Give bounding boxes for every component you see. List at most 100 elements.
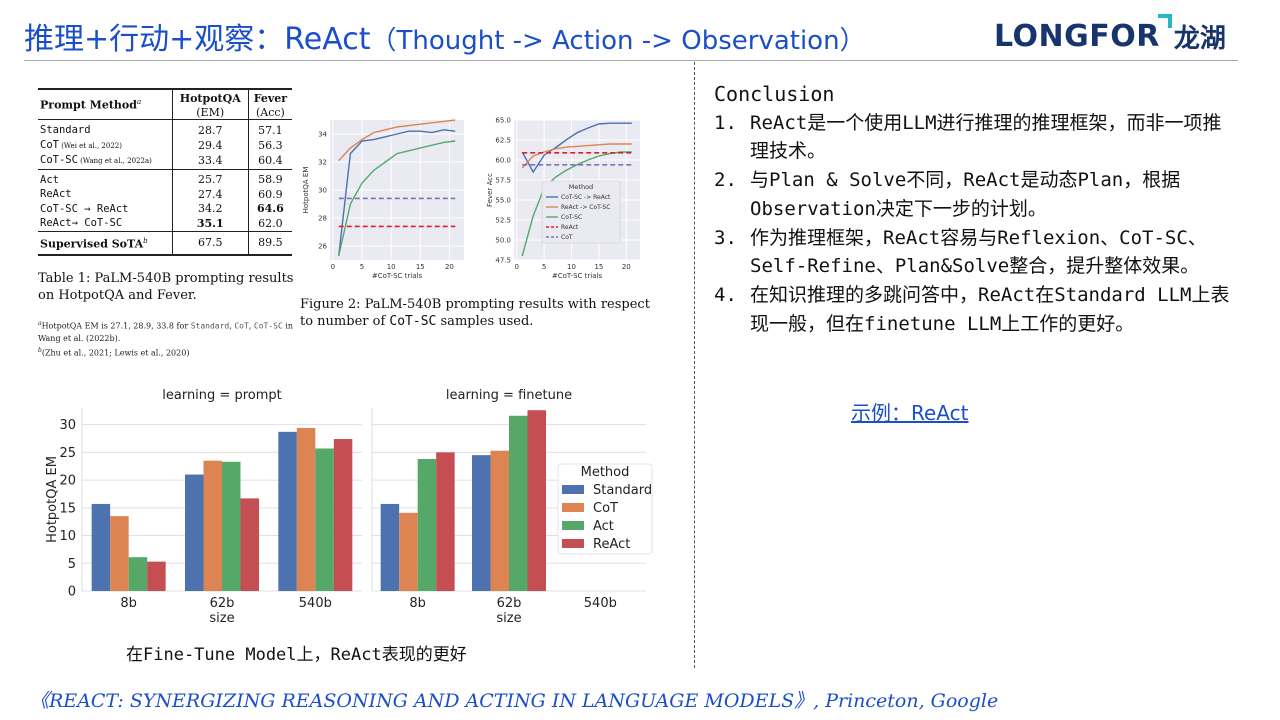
logo-cn: 龙湖 xyxy=(1173,23,1226,54)
bar xyxy=(222,461,241,591)
method-name: Act xyxy=(40,173,59,186)
conclusion-item: 2. 与Plan & Solve不同，ReAct是动态Plan，根据Observa… xyxy=(714,169,1181,220)
sota-hotpot: 67.5 xyxy=(171,231,249,255)
hotpot-value: 35.1 xyxy=(171,216,249,231)
fever-value: 58.9 xyxy=(247,169,292,187)
bar xyxy=(417,459,437,591)
x-tick-label: 0 xyxy=(515,263,519,271)
x-tick-label: 0 xyxy=(331,263,335,271)
sota-fever: 89.5 xyxy=(247,231,292,255)
legend-title: Method xyxy=(581,465,630,480)
legend-box xyxy=(541,180,621,244)
y-tick-label: 57.5 xyxy=(495,177,511,185)
legend-swatch xyxy=(562,521,584,530)
legend-label: Act xyxy=(593,519,614,534)
method-name: Standard xyxy=(40,124,91,136)
x-tick-label: 62b xyxy=(210,596,235,611)
y-tick-label: 30 xyxy=(318,187,327,195)
y-tick-label: 20 xyxy=(59,474,76,489)
header-hotpot-unit: (EM) xyxy=(171,105,249,120)
series-line xyxy=(338,119,456,162)
conclusion-list: 1. ReAct是一个使用LLM进行推理的推理框架，而非一项推理技术。 2. 与Pl… xyxy=(714,109,1234,339)
header-divider xyxy=(24,60,1238,61)
x-axis-label: #CoT-SC trials xyxy=(372,272,423,280)
hotpot-value: 33.4 xyxy=(171,153,249,169)
legend-label: ReAct -> CoT-SC xyxy=(561,204,610,211)
y-tick-label: 10 xyxy=(59,529,76,544)
x-tick-label: 10 xyxy=(387,263,396,271)
bar xyxy=(91,503,111,591)
legend-label: CoT xyxy=(593,501,618,516)
x-tick-label: 8b xyxy=(120,596,137,611)
legend-swatch xyxy=(562,539,584,548)
legend-swatch xyxy=(562,503,584,512)
bar xyxy=(296,427,316,591)
longfor-logo: LONGFOR 龙湖 xyxy=(994,14,1226,56)
table-row: CoT-SC → ReAct 34.2 64.6 xyxy=(38,201,292,216)
y-axis-label: HotpotQA EM xyxy=(45,456,60,543)
y-tick-label: 30 xyxy=(59,418,76,433)
x-tick-label: 5 xyxy=(542,263,546,271)
method-name: ReAct xyxy=(40,188,72,200)
hotpot-value: 34.2 xyxy=(171,201,249,216)
bar xyxy=(399,512,418,591)
hotpot-value: 28.7 xyxy=(171,119,249,138)
fever-value: 62.0 xyxy=(247,216,292,231)
slide-title: 推理+行动+观察：ReAct（Thought -> Action -> Obse… xyxy=(24,14,866,58)
y-tick-label: 60.0 xyxy=(495,157,511,165)
footnote-a: aHotpotQA EM is 27.1, 28.9, 33.8 for Sta… xyxy=(38,320,294,343)
hotpot-value: 27.4 xyxy=(171,187,249,202)
conclusion-item: 1. ReAct是一个使用LLM进行推理的推理框架，而非一项推理技术。 xyxy=(714,111,1222,163)
legend-label: CoT xyxy=(561,234,573,241)
sota-name: Supervised SoTAb xyxy=(40,236,148,251)
method-name: CoT-SC → ReAct xyxy=(40,202,129,215)
fever-value: 56.3 xyxy=(247,137,292,153)
series-line xyxy=(338,129,456,256)
x-tick-label: 20 xyxy=(622,263,631,271)
bar xyxy=(203,460,222,591)
legend-label: ReAct xyxy=(593,537,630,552)
bar xyxy=(185,474,204,591)
column-divider xyxy=(694,62,695,668)
bar xyxy=(436,452,455,591)
y-axis-label: Fever Acc xyxy=(486,173,494,207)
bar xyxy=(278,431,297,591)
table-row: CoT-SC (Wang et al., 2022a) 33.4 60.4 xyxy=(38,153,292,169)
conclusion-heading: Conclusion xyxy=(714,82,835,106)
legend-label: Standard xyxy=(593,483,652,498)
y-tick-label: 65.0 xyxy=(495,117,511,125)
legend-label: CoT-SC -> ReAct xyxy=(561,194,611,201)
title-main: 推理+行动+观察：ReAct xyxy=(24,22,371,57)
conclusion-panel: Conclusion 1. ReAct是一个使用LLM进行推理的推理框架，而非一项… xyxy=(714,80,1234,338)
header-fever-unit: (Acc) xyxy=(247,105,292,120)
legend-label: ReAct xyxy=(561,224,579,231)
bar xyxy=(380,503,400,591)
y-tick-label: 0 xyxy=(68,585,76,600)
fever-value: 60.4 xyxy=(247,153,292,169)
table-row: Standard 28.7 57.1 xyxy=(38,119,292,138)
bar xyxy=(333,439,353,591)
y-axis-label: HotpotQA EM xyxy=(302,167,310,214)
table-row: Act 25.7 58.9 xyxy=(38,169,292,187)
y-tick-label: 32 xyxy=(318,159,327,167)
series-line xyxy=(338,140,456,256)
bar xyxy=(472,455,491,591)
legend-swatch xyxy=(562,485,584,494)
table-caption: Table 1: PaLM-540B prompting results on … xyxy=(38,271,294,303)
y-tick-label: 25 xyxy=(59,446,76,461)
y-tick-label: 34 xyxy=(318,131,327,139)
x-tick-label: 5 xyxy=(360,263,364,271)
y-tick-label: 26 xyxy=(318,243,327,251)
y-tick-label: 50.0 xyxy=(495,237,511,245)
x-tick-label: 540b xyxy=(584,596,617,611)
title-sub: （Thought -> Action -> Observation） xyxy=(370,26,866,56)
method-name: CoT (Wei et al., 2022) xyxy=(40,138,122,151)
bar xyxy=(315,448,334,591)
y-tick-label: 47.5 xyxy=(495,257,511,265)
x-tick-label: 8b xyxy=(409,596,426,611)
bar xyxy=(527,410,546,591)
table-row: CoT (Wei et al., 2022) 29.4 56.3 xyxy=(38,137,292,153)
bar xyxy=(128,557,148,591)
example-react-link[interactable]: 示例：ReAct xyxy=(851,401,969,425)
header-hotpot: HotpotQA xyxy=(171,89,249,106)
